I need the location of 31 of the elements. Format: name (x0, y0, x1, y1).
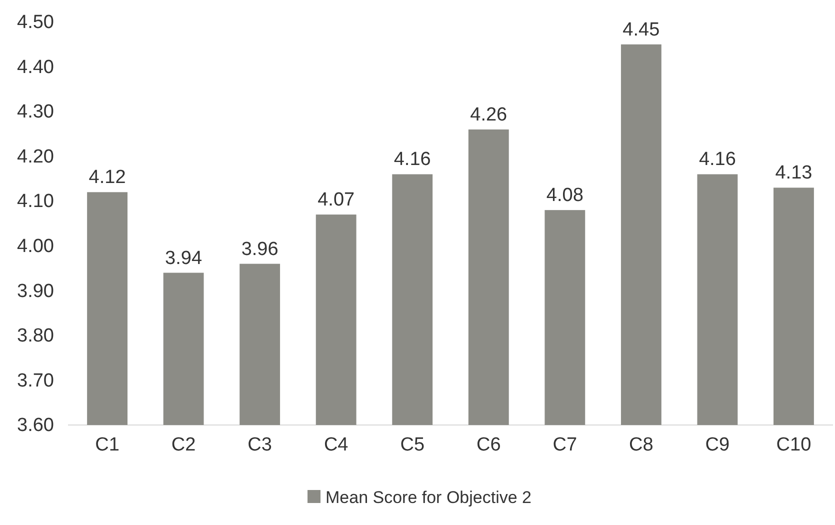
data-label: 4.07 (318, 190, 355, 211)
data-label: 4.26 (470, 104, 508, 126)
x-tick-label: C7 (552, 434, 578, 456)
x-tick-label: C10 (776, 434, 812, 456)
x-tick-label: C2 (171, 434, 196, 456)
x-tick-label: C5 (400, 434, 425, 456)
data-label: 4.16 (698, 149, 736, 170)
data-label: 4.13 (775, 162, 812, 184)
y-tick-label: 4.00 (17, 236, 54, 257)
x-tick-label: C6 (476, 434, 501, 456)
x-tick-label: C4 (324, 434, 349, 456)
data-label: 4.45 (622, 19, 660, 40)
y-tick-label: 3.80 (17, 326, 54, 347)
y-tick-label: 3.70 (17, 370, 54, 392)
y-tick-label: 4.40 (17, 56, 54, 78)
y-tick-label: 3.90 (17, 280, 54, 302)
legend-label: Mean Score for Objective 2 (326, 488, 532, 507)
y-tick-label: 3.60 (17, 415, 54, 436)
data-label: 3.96 (241, 238, 278, 260)
x-tick-label: C3 (248, 434, 272, 456)
data-label: 4.12 (88, 167, 126, 188)
data-label: 4.08 (546, 185, 584, 206)
data-label: 4.16 (394, 149, 431, 170)
y-tick-label: 4.50 (17, 12, 54, 34)
x-tick-label: C1 (95, 434, 120, 456)
y-tick-label: 4.20 (17, 146, 54, 168)
x-tick-label: C8 (629, 434, 654, 456)
y-tick-label: 4.10 (17, 191, 54, 212)
y-tick-label: 4.30 (17, 102, 54, 123)
data-label: 3.94 (165, 248, 202, 269)
x-tick-label: C9 (705, 434, 730, 456)
